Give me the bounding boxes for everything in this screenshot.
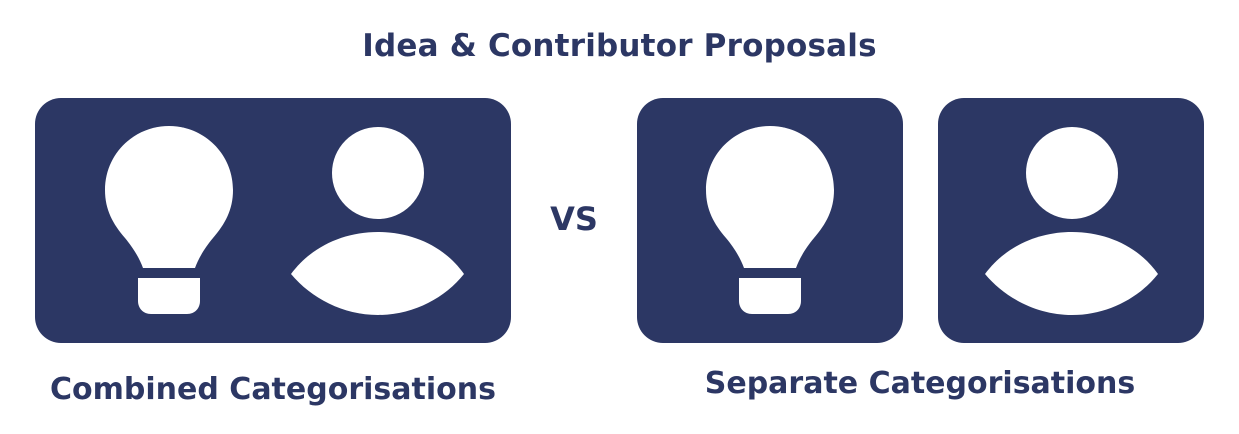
lightbulb-icon xyxy=(706,126,834,314)
separate-caption: Separate Categorisations xyxy=(704,366,1136,401)
diagram-title: Idea & Contributor Proposals xyxy=(362,28,877,64)
lightbulb-icon xyxy=(105,126,233,314)
separate-contributor-panel xyxy=(938,98,1204,343)
person-icon xyxy=(291,127,464,315)
combined-caption: Combined Categorisations xyxy=(50,372,496,407)
person-icon xyxy=(985,127,1158,315)
versus-label: VS xyxy=(550,200,598,238)
combined-panel xyxy=(35,98,511,343)
separate-idea-panel xyxy=(637,98,903,343)
